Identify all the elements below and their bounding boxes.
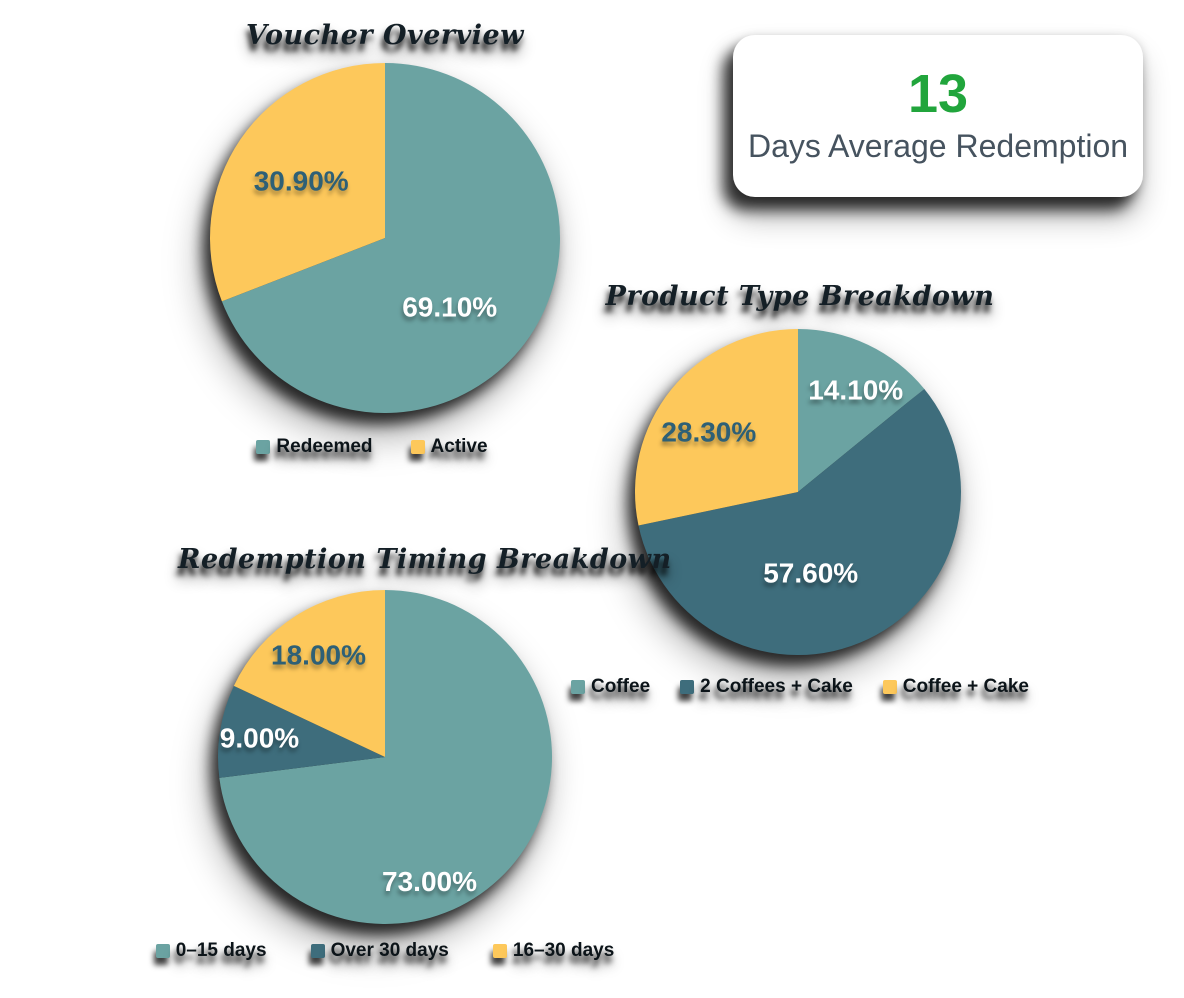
pie-slice-label-2-coffees-cake: 57.60%	[763, 557, 858, 588]
pie-slice-coffee[interactable]	[798, 329, 925, 492]
pie-slice-0-15-days[interactable]	[219, 590, 553, 924]
legend-label: 0–15 days	[175, 940, 267, 961]
pie-slice-redeemed[interactable]	[221, 63, 561, 413]
legend-item-redeemed[interactable]: Redeemed	[256, 436, 373, 458]
pie-chart-product-type-breakdown: 14.10% 57.60% 28.30%	[634, 329, 961, 656]
pie-slice-active[interactable]	[210, 63, 385, 302]
legend-label: 2 Coffees + Cake	[700, 676, 853, 697]
legend-swatch-icon	[882, 680, 897, 694]
legend-item-2-coffees-cake[interactable]: 2 Coffees + Cake	[680, 676, 853, 698]
pie-slice-16-30-days[interactable]	[233, 590, 385, 757]
legend-swatch-icon	[310, 944, 325, 958]
legend-swatch-icon	[155, 944, 170, 958]
chart-title-product-type-breakdown: Product Type Breakdown	[605, 281, 995, 312]
legend-swatch-icon	[571, 680, 586, 694]
legend-label: Coffee + Cake	[902, 676, 1029, 697]
pie-slice-label-16-30-days: 18.00%	[271, 640, 366, 671]
pie-slice-label-coffee-cake: 28.30%	[661, 417, 756, 448]
pie-chart-redemption-timing-breakdown: 73.00% 9.00% 18.00%	[218, 590, 553, 924]
pie-slice-label-over-30-days: 9.00%	[220, 723, 299, 754]
legend-redemption-timing-breakdown: 0–15 days Over 30 days 16–30 days	[135, 940, 635, 962]
legend-swatch-icon	[410, 440, 425, 454]
pie-slice-label-active: 30.90%	[254, 166, 349, 197]
stat-label: Days Average Redemption	[747, 128, 1129, 165]
legend-label: 16–30 days	[512, 940, 615, 961]
pie-slice-coffee-cake[interactable]	[634, 329, 798, 526]
legend-item-active[interactable]: Active	[410, 436, 488, 458]
stat-value: 13	[907, 64, 969, 125]
legend-label: Coffee	[591, 676, 651, 697]
pie-chart-voucher-overview: 69.10% 30.90%	[210, 63, 561, 413]
stat-card: 13 Days Average Redemption	[733, 35, 1143, 197]
legend-label: Active	[430, 436, 488, 457]
chart-title-redemption-timing-breakdown: Redemption Timing Breakdown	[178, 544, 672, 575]
pie-slice-label-0-15-days: 73.00%	[382, 866, 477, 897]
legend-label: Redeemed	[276, 436, 373, 457]
legend-label: Over 30 days	[330, 940, 449, 961]
legend-item-coffee-cake[interactable]: Coffee + Cake	[882, 676, 1029, 698]
pie-slice-label-redeemed: 69.10%	[402, 292, 497, 323]
legend-item-over-30-days[interactable]: Over 30 days	[310, 940, 449, 962]
legend-swatch-icon	[680, 680, 695, 694]
chart-title-voucher-overview: Voucher Overview	[246, 20, 524, 51]
legend-product-type-breakdown: Coffee 2 Coffees + Cake Coffee + Cake	[560, 676, 1040, 698]
pie-slice-2-coffees-cake[interactable]	[638, 388, 961, 656]
legend-item-16-30-days[interactable]: 16–30 days	[492, 940, 615, 962]
legend-item-0-15-days[interactable]: 0–15 days	[155, 940, 267, 962]
pie-slice-over-30-days[interactable]	[218, 685, 385, 778]
legend-item-coffee[interactable]: Coffee	[571, 676, 650, 698]
legend-voucher-overview: Redeemed Active	[172, 436, 572, 458]
legend-swatch-icon	[492, 944, 507, 958]
legend-swatch-icon	[256, 440, 271, 454]
pie-slice-label-coffee: 14.10%	[808, 375, 903, 406]
